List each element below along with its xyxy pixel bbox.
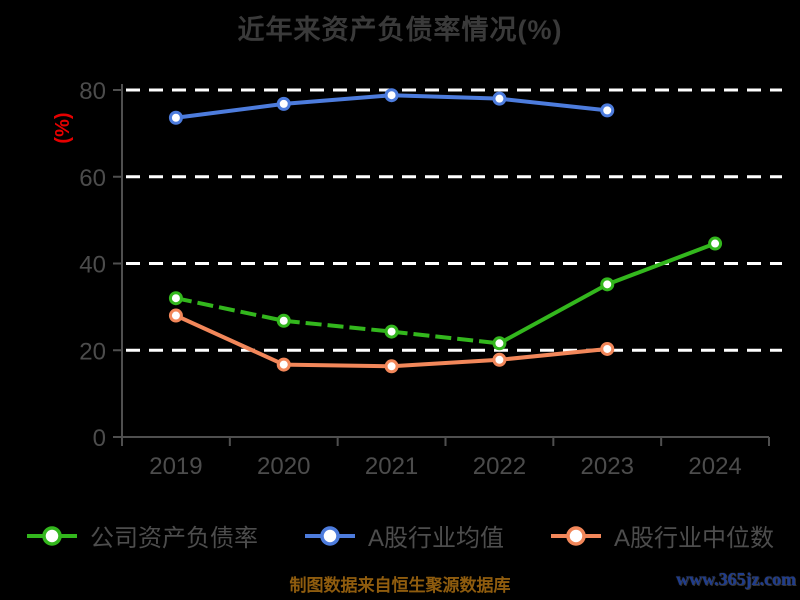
- data-point[interactable]: [600, 277, 615, 292]
- legend-item-label: A股行业均值: [367, 525, 504, 552]
- series-industry-median-segment: [499, 346, 608, 362]
- legend-marker-icon: [551, 525, 601, 546]
- data-point[interactable]: [276, 357, 291, 372]
- y-tick-label: 80: [79, 78, 106, 105]
- x-tick-label: 2024: [688, 453, 741, 480]
- series-industry-median-segment: [391, 357, 500, 369]
- x-tick-label: 2021: [365, 453, 418, 480]
- series-industry-mean-segment: [283, 93, 392, 106]
- series-company-segment: [498, 282, 609, 346]
- data-point[interactable]: [168, 110, 183, 125]
- data-point[interactable]: [168, 291, 183, 306]
- data-point[interactable]: [276, 313, 291, 328]
- data-point[interactable]: [276, 96, 291, 111]
- watermark-link[interactable]: www.365jz.com: [676, 569, 796, 589]
- data-point[interactable]: [384, 88, 399, 103]
- legend-item-industry-mean[interactable]: A股行业均值: [304, 518, 504, 553]
- series-industry-median-segment: [175, 313, 285, 367]
- y-tick-label: 60: [79, 165, 106, 192]
- x-tick-label: 2019: [149, 453, 202, 480]
- series-industry-mean: [168, 88, 615, 125]
- series-company: [168, 236, 723, 351]
- data-point[interactable]: [600, 341, 615, 356]
- chart-title: 近年来资产负债率情况(%): [237, 15, 563, 45]
- data-source-note: 制图数据来自恒生聚源数据库: [289, 576, 511, 595]
- data-point[interactable]: [600, 103, 615, 118]
- series-industry-median: [168, 308, 615, 374]
- series-industry-median-segment: [283, 362, 392, 369]
- series-industry-mean-segment: [175, 101, 285, 120]
- x-tick-label: 2020: [257, 453, 310, 480]
- legend-item-company[interactable]: 公司资产负债率: [26, 518, 258, 553]
- data-point[interactable]: [492, 336, 507, 351]
- data-point[interactable]: [708, 236, 723, 251]
- x-tick-label: 2022: [473, 453, 526, 480]
- legend-item-industry-median[interactable]: A股行业中位数: [550, 518, 774, 553]
- legend-item-label: 公司资产负债率: [89, 525, 258, 552]
- series-company-segment: [283, 318, 392, 334]
- data-point[interactable]: [492, 91, 507, 106]
- y-tick-label: 0: [93, 425, 106, 452]
- y-tick-label: 40: [79, 252, 106, 279]
- legend-item-label: A股行业中位数: [614, 525, 775, 552]
- series-industry-mean-segment: [391, 93, 500, 101]
- series-company-segment: [606, 241, 716, 287]
- series-company-segment: [391, 329, 500, 346]
- data-point[interactable]: [384, 359, 399, 374]
- y-tick-label: 20: [79, 338, 106, 365]
- legend-marker-icon: [304, 525, 355, 546]
- legend-marker-icon: [26, 525, 77, 546]
- legend: 公司资产负债率 A股行业均值 A股行业中位数: [0, 518, 800, 553]
- data-point[interactable]: [492, 352, 507, 367]
- data-point[interactable]: [384, 324, 399, 339]
- series-industry-mean-segment: [499, 96, 608, 113]
- series-company-segment: [175, 296, 285, 323]
- data-point[interactable]: [168, 308, 183, 323]
- x-tick-label: 2023: [581, 453, 634, 480]
